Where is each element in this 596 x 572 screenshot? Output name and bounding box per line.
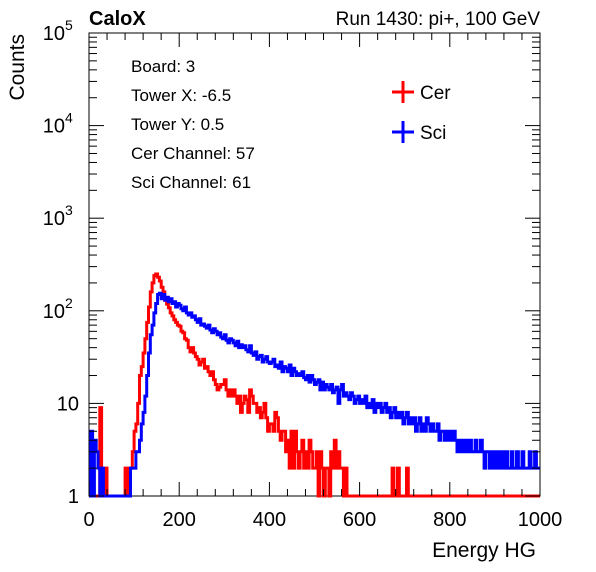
y-tick-exponent: 4	[65, 110, 73, 126]
x-tick-label: 1000	[518, 509, 563, 531]
plot-frame	[88, 32, 541, 497]
y-tick-label: 1	[68, 486, 79, 508]
y-axis-label: Counts	[6, 34, 29, 101]
info-box: Board: 3 Tower X: -6.5 Tower Y: 0.5 Cer Cha…	[131, 57, 255, 192]
legend: Cer Sci	[392, 81, 451, 144]
header-right: Run 1430: pi+, 100 GeV	[336, 9, 541, 30]
x-axis: 0 200 400 600 800 1000	[83, 33, 562, 531]
y-tick-label: 10	[57, 393, 79, 415]
y-tick-label: 10	[43, 208, 65, 230]
header-left: CaloX	[89, 8, 146, 30]
histogram-layer	[89, 272, 540, 498]
info-line: Tower Y: 0.5	[131, 115, 224, 134]
legend-label: Sci	[420, 123, 446, 144]
info-line: Sci Channel: 61	[131, 173, 251, 192]
y-tick-exponent: 2	[65, 295, 73, 311]
y-tick-exponent: 3	[65, 202, 73, 218]
x-tick-label: 0	[83, 509, 94, 531]
x-tick-label: 800	[433, 509, 466, 531]
info-line: Board: 3	[131, 57, 195, 76]
x-tick-label: 600	[343, 509, 376, 531]
series-cer-line	[89, 272, 540, 498]
y-tick-exponent: 5	[65, 17, 73, 33]
x-axis-label: Energy HG	[432, 539, 536, 562]
y-tick-label: 10	[43, 23, 65, 45]
info-line: Cer Channel: 57	[131, 144, 255, 163]
legend-label: Cer	[420, 83, 451, 104]
x-tick-label: 200	[163, 509, 196, 531]
info-line: Tower X: -6.5	[131, 86, 231, 105]
series-sci-line	[89, 291, 540, 498]
y-tick-label: 10	[43, 116, 65, 138]
y-tick-label: 10	[43, 301, 65, 323]
x-tick-label: 400	[253, 509, 286, 531]
